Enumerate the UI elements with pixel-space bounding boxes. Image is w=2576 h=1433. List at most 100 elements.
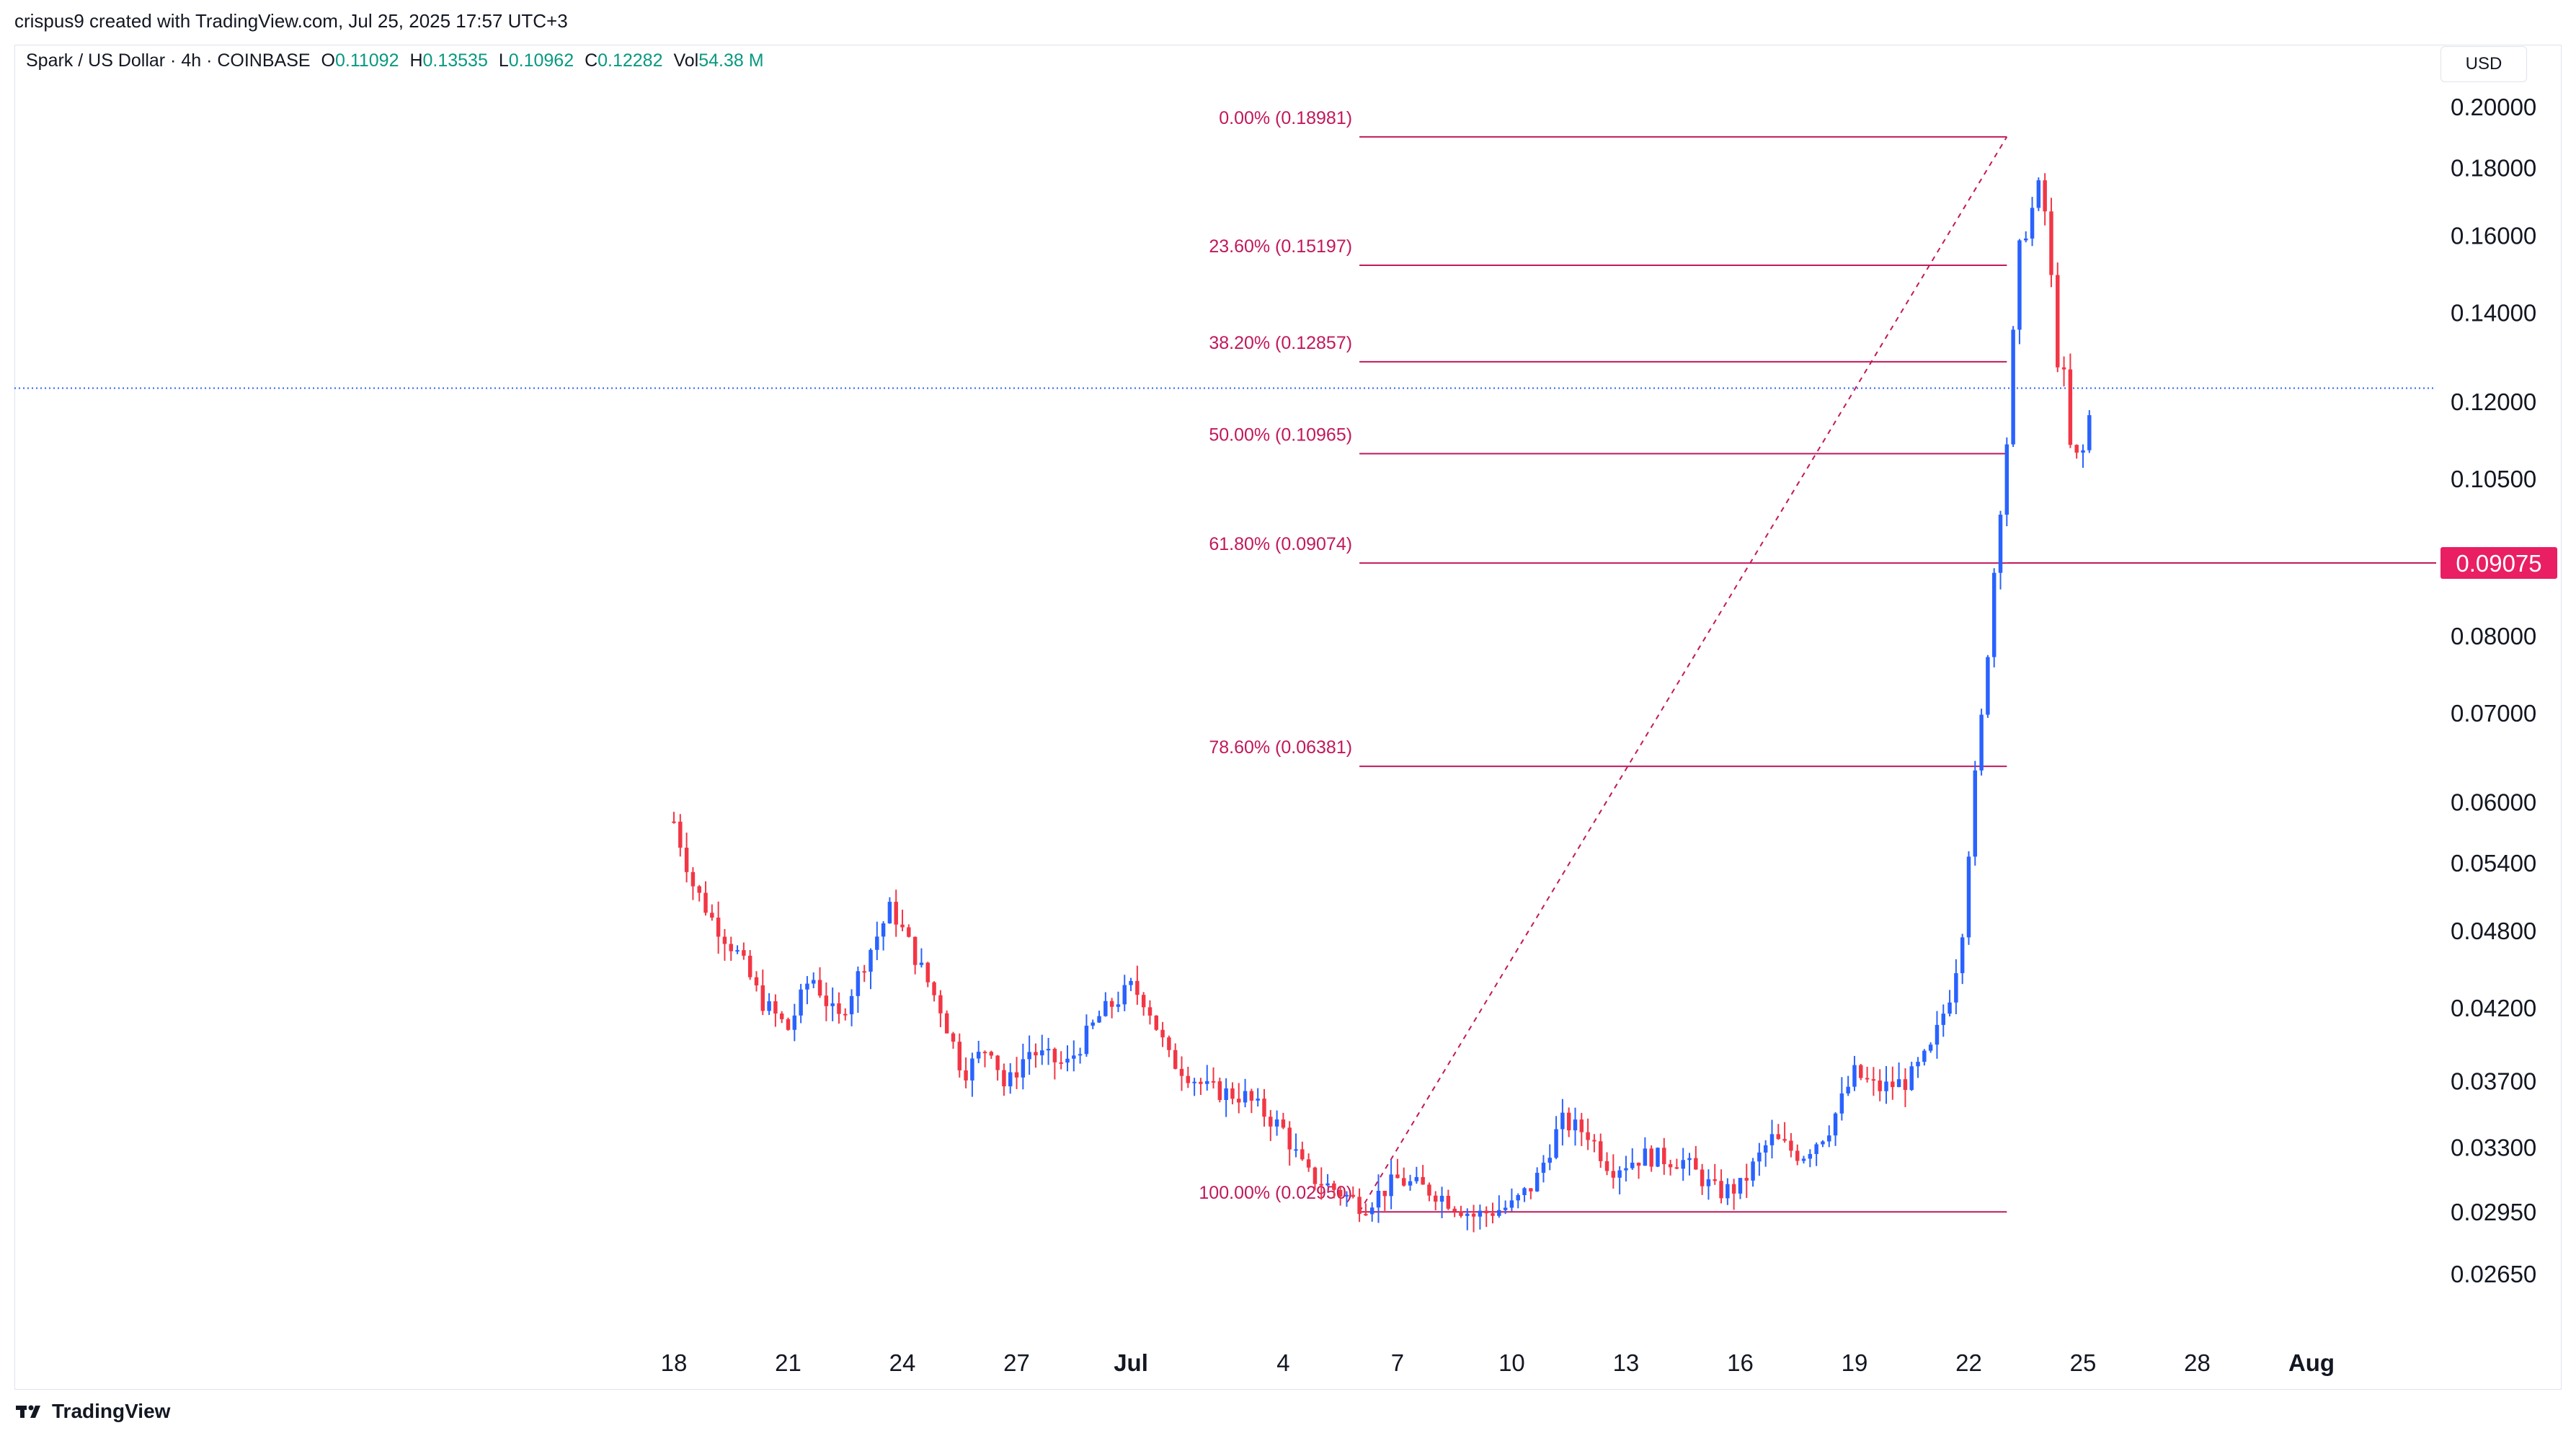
candle-body [1954, 973, 1958, 1003]
candle-body [843, 1013, 848, 1016]
time-tick-label: 10 [1498, 1349, 1525, 1376]
candle-body [982, 1052, 987, 1054]
candle-body [722, 936, 727, 944]
price-tick-label: 0.06000 [2451, 789, 2536, 815]
top-bar: crispus9 created with TradingView.com, J… [0, 0, 2576, 43]
time-tick-label: 13 [1613, 1349, 1640, 1376]
candle-body [747, 955, 752, 977]
candle-body [1199, 1081, 1203, 1084]
candle-body [1991, 572, 1997, 657]
price-axis[interactable]: 0.20000 0.18000 0.16000 0.14000 0.12000 0.105… [2451, 94, 2536, 1287]
tradingview-logo[interactable]: TradingView [16, 1400, 170, 1423]
time-tick-label: 19 [1842, 1349, 1868, 1376]
time-tick-label: 28 [2184, 1349, 2211, 1376]
candle-body [1719, 1181, 1723, 1199]
candle-body [1122, 985, 1127, 1005]
candle-body [1021, 1059, 1026, 1078]
candle-body [2068, 369, 2073, 445]
candle-body [976, 1052, 981, 1059]
candle-body [2061, 367, 2066, 370]
candle-body [2011, 329, 2015, 445]
candle-body [1935, 1024, 1940, 1045]
fibonacci-retracement[interactable]: 0.00% (0.18981) 23.60% (0.15197) 38.20% (0… [14, 108, 2557, 1213]
time-tick-label: 22 [1955, 1349, 1982, 1376]
candle-body [779, 1013, 784, 1019]
candle-body [1668, 1164, 1673, 1168]
candle-body [1154, 1015, 1159, 1030]
candle-body [1947, 1002, 1952, 1014]
candle-body [944, 1013, 949, 1034]
candle-body [684, 847, 689, 872]
currency-button[interactable]: USD [2440, 46, 2527, 82]
candle-body [1084, 1025, 1089, 1055]
candle-body [1706, 1179, 1711, 1186]
candle-body [1211, 1081, 1216, 1083]
candle-body [1421, 1176, 1425, 1185]
candle-body [786, 1019, 791, 1030]
candle-body [1554, 1129, 1558, 1158]
time-tick-label: 21 [775, 1349, 801, 1376]
candle-body [1091, 1022, 1095, 1026]
candle-body [1839, 1093, 1844, 1114]
candle-body [1325, 1183, 1330, 1186]
time-tick-label: Jul [1114, 1349, 1148, 1376]
candle-body [1649, 1148, 1653, 1167]
candle-body [1224, 1088, 1228, 1101]
candle-body [1674, 1167, 1679, 1169]
candle-body [799, 989, 803, 1016]
candlestick-series [672, 173, 2092, 1233]
candle-body [1160, 1029, 1165, 1038]
candle-body [1078, 1054, 1083, 1056]
candle-body [970, 1058, 974, 1081]
candle-body [1338, 1189, 1343, 1197]
candle-body [690, 871, 696, 887]
highlight-price-tag [2440, 546, 2557, 579]
chart-frame [14, 45, 2562, 1390]
candle-body [919, 962, 924, 965]
candle-body [1547, 1158, 1553, 1163]
candle-body [1002, 1070, 1006, 1087]
candle-body [1751, 1161, 1755, 1181]
candle-body [703, 892, 708, 913]
candle-body [1909, 1066, 1914, 1091]
fib-level-label: 78.60% (0.06381) [1209, 737, 1352, 758]
price-tick-label: 0.10500 [2451, 466, 2536, 492]
candle-body [1357, 1197, 1362, 1215]
candle-body [1916, 1062, 1920, 1067]
tradingview-logo-icon [16, 1405, 40, 1418]
candle-body [1726, 1184, 1730, 1199]
volume-value: 54.38 M [698, 50, 764, 71]
candle-body [1287, 1127, 1292, 1150]
candle-body [2049, 211, 2053, 275]
candle-body [1922, 1050, 1927, 1062]
candle-body [1135, 980, 1140, 995]
candle-body [925, 962, 930, 982]
candle-body [2056, 275, 2060, 368]
candle-body [1382, 1190, 1387, 1197]
time-tick-label: Aug [2288, 1349, 2335, 1376]
candle-body [1763, 1145, 1768, 1153]
candle-body [2043, 180, 2047, 212]
candle-body [862, 971, 866, 973]
candle-body [2074, 445, 2079, 453]
candle-body [900, 924, 905, 928]
time-axis[interactable]: 18 21 24 27 Jul 4 7 10 13 16 19 22 25 28 Aug [661, 1349, 2335, 1376]
fib-level-label: 38.20% (0.12857) [1209, 333, 1352, 353]
candle-body [1604, 1161, 1609, 1171]
candle-body [1630, 1163, 1635, 1168]
candle-body [1757, 1152, 1762, 1162]
candle-body [1008, 1072, 1013, 1087]
candle-body [1281, 1119, 1286, 1128]
time-tick-label: 4 [1276, 1349, 1289, 1376]
symbol-name[interactable]: Spark / US Dollar · 4h · COINBASE [26, 50, 311, 71]
candle-body [1852, 1065, 1857, 1087]
candle-body [1713, 1179, 1717, 1181]
candle-body [1700, 1169, 1705, 1186]
fib-level-label: 0.00% (0.18981) [1219, 108, 1352, 128]
candle-body [1687, 1158, 1692, 1161]
time-tick-label: 25 [2070, 1349, 2097, 1376]
fib-trend-line[interactable] [1359, 136, 2008, 1212]
candle-body [1903, 1079, 1908, 1091]
candle-body [1204, 1081, 1209, 1084]
